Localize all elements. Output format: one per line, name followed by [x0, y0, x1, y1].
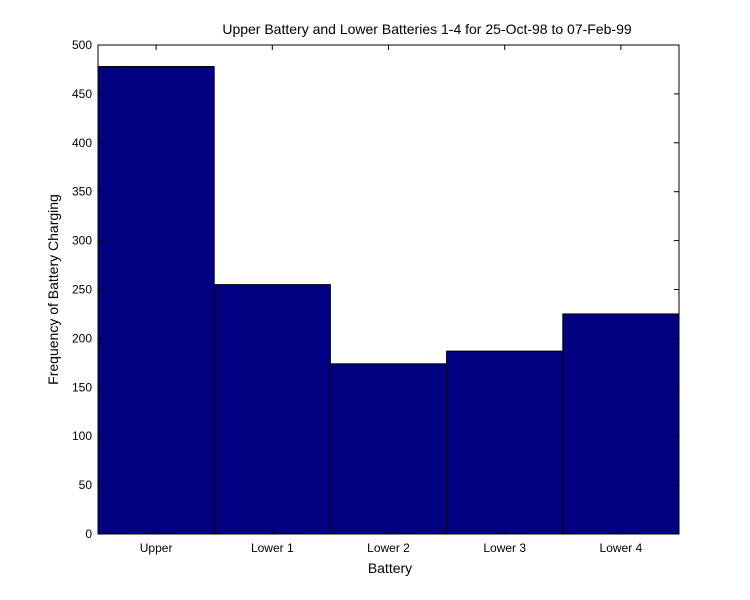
y-axis-ticks: 0 50 100 150 200 250 300 350 400 450 500	[72, 38, 679, 541]
y-tick-label: 500	[72, 38, 92, 52]
y-tick-label: 200	[72, 331, 92, 345]
y-tick-label: 50	[79, 478, 93, 492]
bar-lower-2	[329, 363, 448, 535]
bar-lower-1	[213, 284, 331, 535]
y-tick-label: 400	[72, 136, 92, 150]
y-tick-label: 150	[72, 380, 92, 394]
y-tick-label: 300	[72, 234, 92, 248]
x-tick-label: Lower 4	[600, 541, 643, 555]
bar-lower-4	[562, 313, 680, 535]
y-tick-label: 100	[72, 429, 92, 443]
chart-title: Upper Battery and Lower Batteries 1-4 fo…	[222, 21, 632, 37]
bar-lower-3	[446, 350, 564, 535]
x-axis-ticks: Upper Lower 1 Lower 2 Lower 3 Lower 4	[140, 45, 643, 555]
y-tick-label: 450	[72, 87, 92, 101]
y-axis-label: Frequency of Battery Charging	[45, 194, 61, 385]
y-tick-label: 350	[72, 185, 92, 199]
x-axis-label: Battery	[368, 560, 412, 576]
x-tick-label: Lower 2	[367, 541, 410, 555]
bar-upper	[97, 66, 215, 535]
x-tick-label: Lower 1	[251, 541, 294, 555]
y-tick-label: 250	[72, 283, 92, 297]
y-tick-label: 0	[85, 527, 92, 541]
bars-group	[97, 66, 680, 535]
x-tick-label: Upper	[140, 541, 173, 555]
x-tick-label: Lower 3	[483, 541, 526, 555]
